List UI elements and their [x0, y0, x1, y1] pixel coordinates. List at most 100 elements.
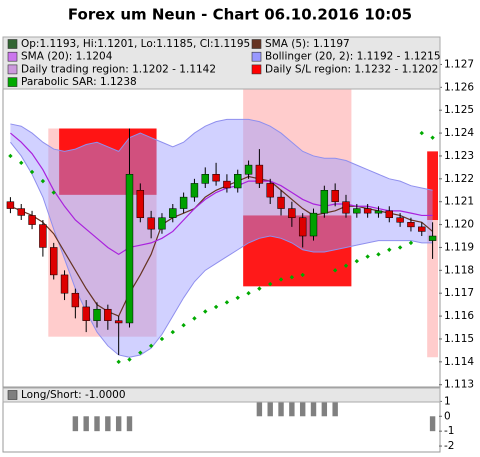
y-tick-label: 1	[444, 395, 451, 407]
sar-dot	[354, 258, 360, 264]
bar	[332, 401, 338, 417]
bar	[83, 416, 89, 432]
sar-dot	[332, 268, 338, 273]
candle-body	[179, 196, 188, 209]
sar-dot	[235, 295, 240, 300]
candle-body	[93, 308, 101, 321]
sar-dot	[159, 336, 165, 342]
bar	[299, 401, 306, 417]
sar-dot	[430, 135, 435, 140]
y-tick-label: -1	[444, 425, 454, 437]
bar	[429, 416, 436, 432]
sar-dot	[40, 178, 46, 184]
sma-line	[10, 175, 433, 317]
bar	[72, 416, 79, 432]
y-tick-label: 1.120	[444, 219, 474, 231]
y-tick-label: 1.113	[444, 379, 474, 391]
y-tick-label: 1.127	[444, 58, 474, 70]
sar-dot	[181, 323, 186, 328]
legend-swatch	[7, 390, 18, 400]
legend-label: Op:1.1193, Hi:1.1201, Lo:1.1185, Cl:1.11…	[21, 38, 250, 50]
sar-dot	[8, 153, 13, 159]
band-fill	[10, 119, 433, 358]
y-tick-label: 1.118	[444, 264, 474, 276]
legend-swatch	[7, 51, 18, 62]
candle-body	[244, 164, 253, 175]
candle-body	[407, 222, 415, 228]
y-tick-label: 0	[444, 410, 451, 422]
y-tick-label: 1.122	[444, 173, 474, 185]
bar	[115, 416, 122, 432]
region	[243, 215, 352, 287]
sar-dot	[213, 304, 219, 310]
candle-body	[277, 196, 285, 209]
sar-dot	[192, 316, 197, 321]
sar-dot	[116, 359, 121, 365]
y-tick-label: 1.115	[444, 333, 474, 345]
candle-body	[363, 208, 372, 214]
sar-dot	[224, 300, 230, 305]
sar-dot	[300, 272, 305, 278]
candle-body	[6, 201, 15, 209]
bar	[126, 416, 133, 432]
sar-dot	[51, 190, 56, 195]
candle-body	[309, 212, 318, 237]
candle-body	[331, 190, 339, 202]
legend-label: SMA (5): 1.1197	[265, 38, 350, 50]
bar	[278, 401, 284, 417]
candle-body	[82, 306, 90, 321]
sar-dot	[343, 263, 349, 268]
candle-body	[353, 208, 361, 214]
bar	[105, 416, 111, 432]
candle-body	[39, 224, 47, 248]
sar-dot	[289, 274, 295, 280]
sar-dot	[365, 254, 370, 259]
candle-body	[385, 210, 394, 218]
candle-body	[223, 180, 231, 189]
candle-body	[428, 235, 437, 241]
candle-body	[49, 247, 58, 276]
sar-dot	[170, 329, 175, 335]
sar-dot	[148, 343, 154, 349]
y-tick-label: 1.116	[444, 310, 474, 322]
sar-dot	[203, 309, 208, 314]
legend-label: Parabolic SAR: 1.1238	[21, 76, 137, 88]
candle-body	[190, 183, 199, 198]
candle-body	[418, 226, 426, 232]
y-tick-label: 1.125	[444, 104, 474, 116]
legend-swatch	[251, 64, 262, 75]
y-tick-label: -2	[444, 440, 454, 452]
bar	[289, 401, 295, 417]
band-edge	[10, 118, 433, 191]
legend-label: Daily S/L region: 1.1232 - 1.1202	[265, 63, 438, 75]
candle-body	[71, 292, 80, 308]
chart-title: Forex um Neun - Chart 06.10.2016 10:05	[68, 6, 412, 24]
candle-body	[17, 208, 25, 216]
candle-body	[374, 210, 383, 214]
candle-body	[125, 174, 134, 324]
sar-dot	[397, 245, 403, 250]
candle-body	[320, 190, 329, 214]
legend-swatch	[251, 51, 262, 62]
band-edge	[10, 141, 433, 358]
sar-dot	[127, 357, 132, 362]
sar-dot	[19, 160, 24, 166]
y-tick-label: 1.114	[444, 356, 474, 368]
region	[427, 151, 438, 221]
sar-dot	[408, 240, 414, 246]
sar-dot	[246, 291, 251, 296]
sar-dot	[387, 247, 392, 252]
candle-body	[201, 174, 209, 184]
legend-swatch	[7, 77, 18, 87]
bar	[321, 401, 328, 417]
sar-dot	[278, 277, 284, 282]
candle-body	[147, 217, 155, 230]
candle-body	[266, 183, 274, 198]
sar-dot	[29, 169, 35, 175]
y-tick-label: 1.119	[444, 241, 474, 253]
legend-box	[2, 36, 441, 90]
y-tick-label: 1.124	[444, 127, 474, 139]
legend-swatch	[7, 39, 18, 49]
candle-body	[396, 217, 404, 223]
